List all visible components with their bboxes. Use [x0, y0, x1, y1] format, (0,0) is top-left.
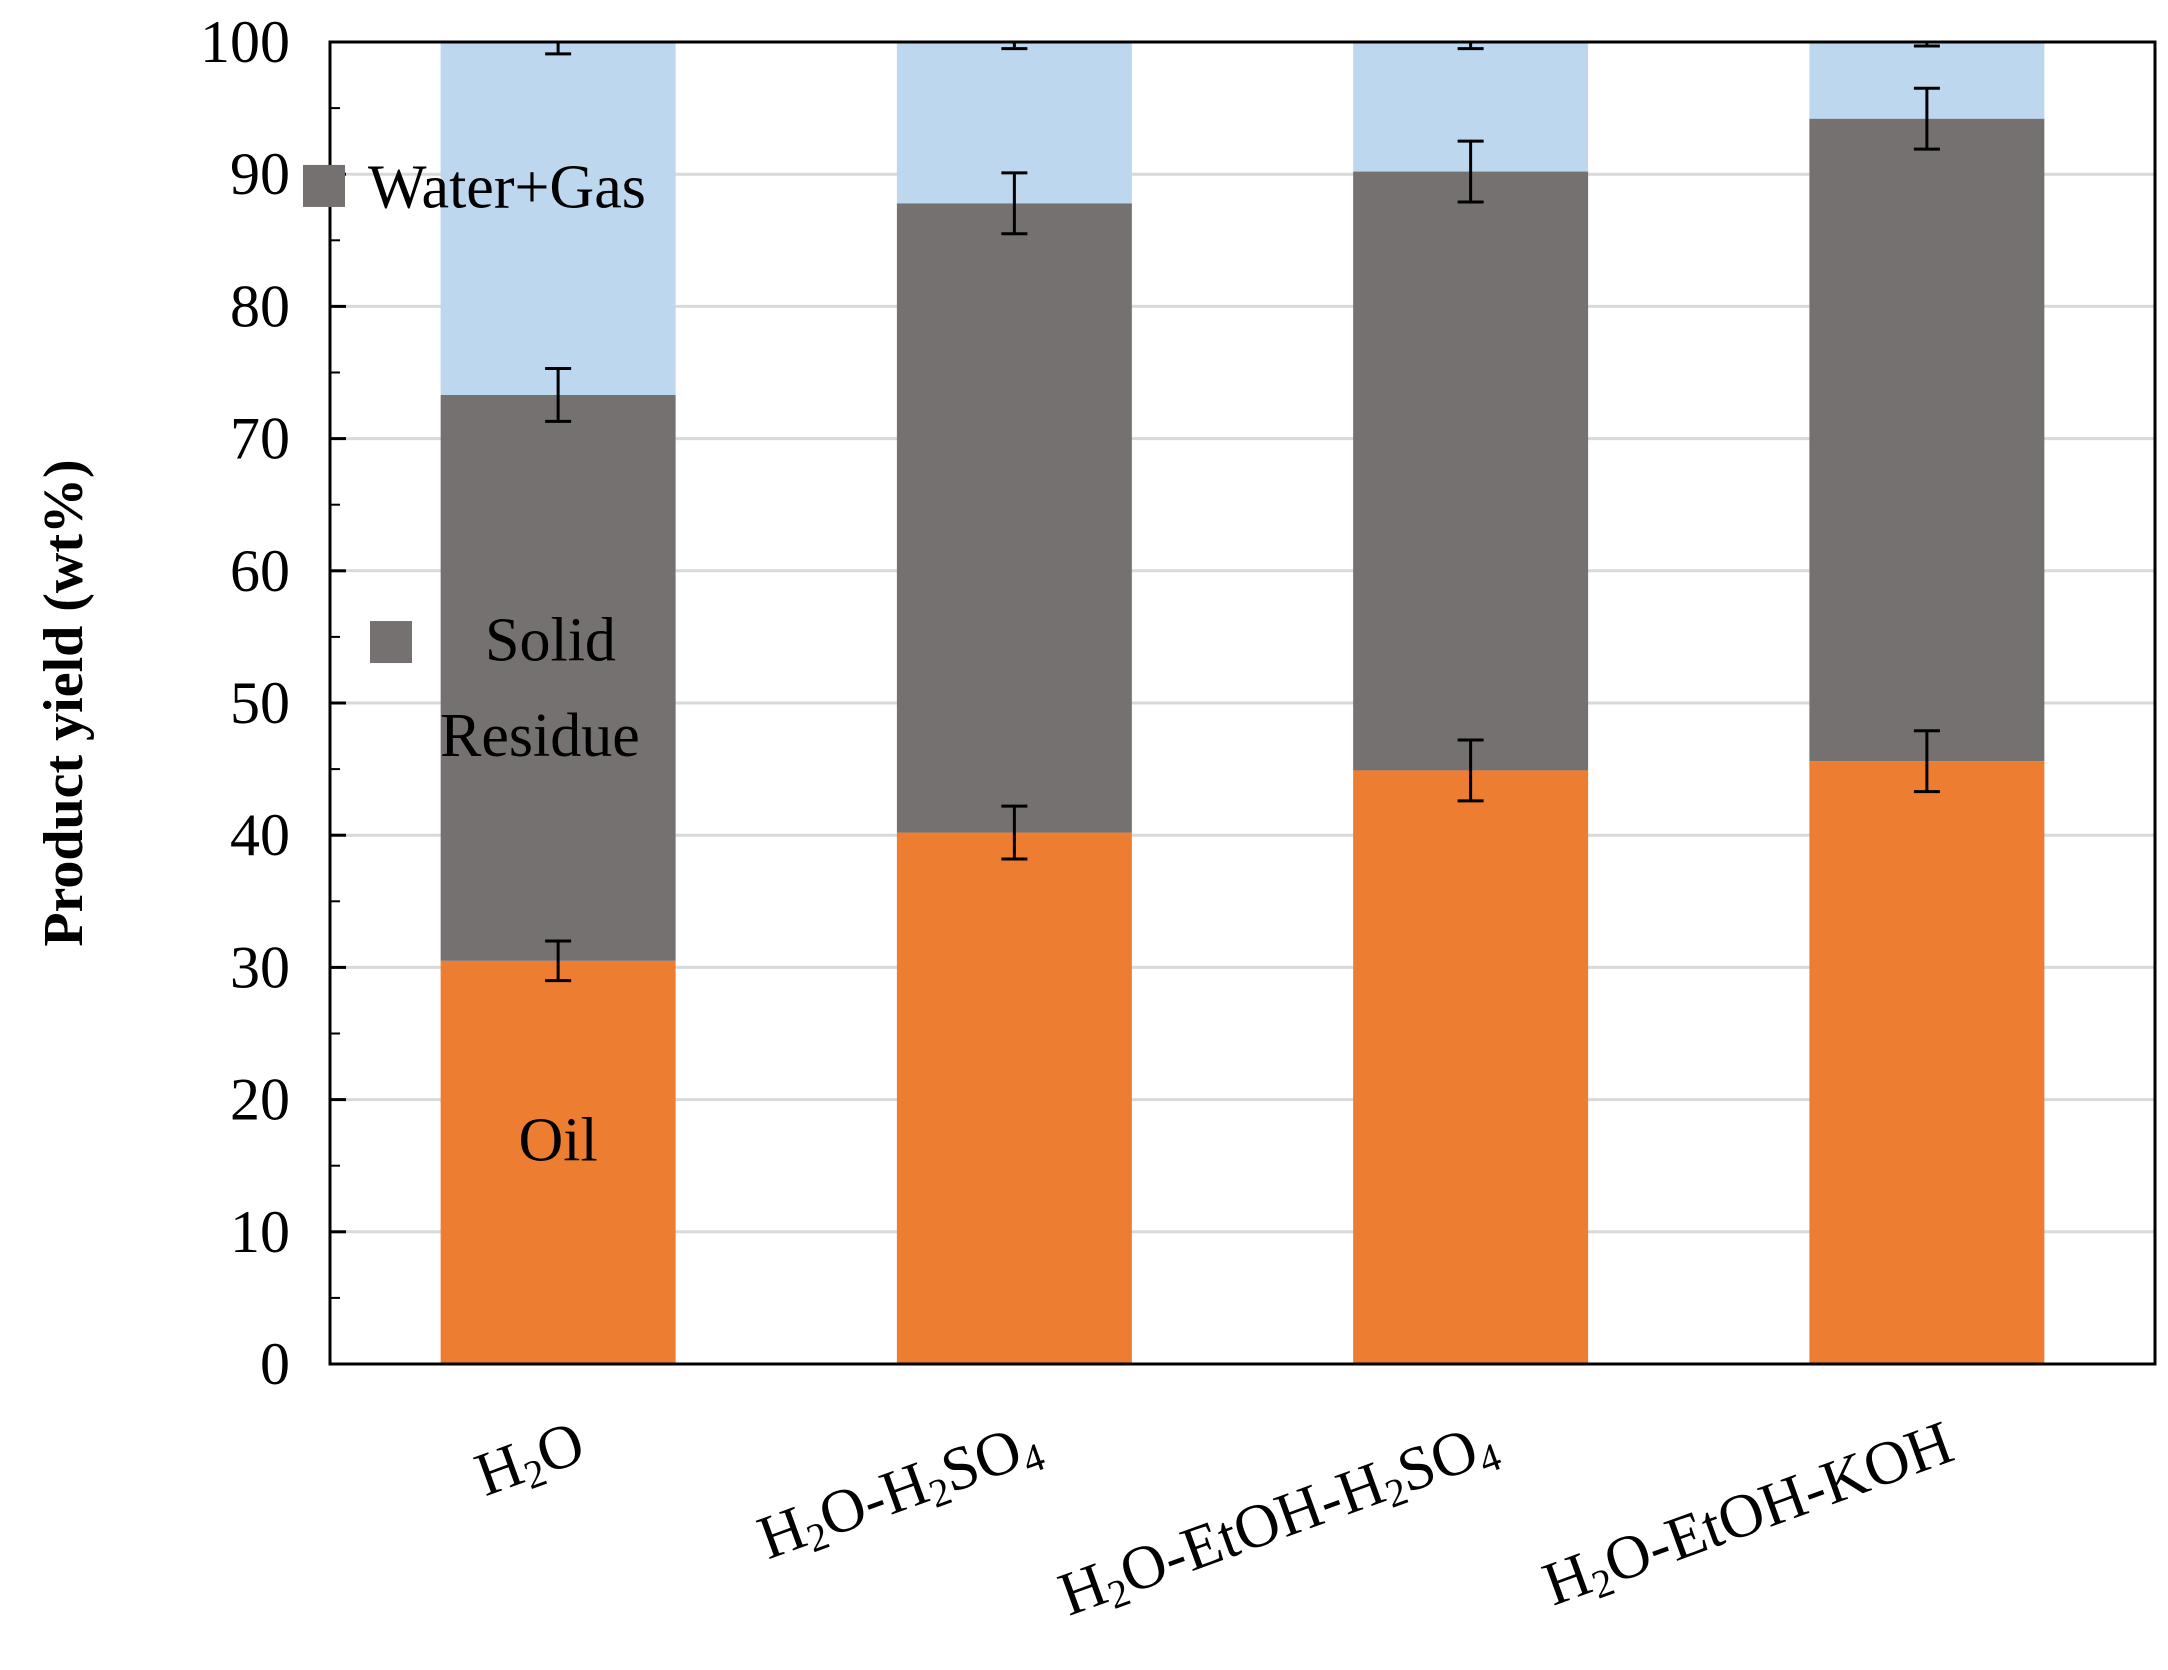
y-tick-label: 80 — [230, 273, 290, 339]
y-axis-title: Product yield (wt%) — [33, 459, 95, 946]
bar-segment-oil — [896, 832, 1132, 1364]
bar-segment-solid-residue — [440, 394, 676, 961]
bar-segment-solid-residue — [1353, 171, 1589, 771]
y-tick-label: 40 — [230, 802, 290, 868]
bars — [440, 42, 2045, 1364]
y-tick-label: 50 — [230, 670, 290, 736]
bar-segment-oil — [1353, 770, 1589, 1364]
x-tick-label: H2O — [467, 1408, 595, 1513]
y-axis: 0 10 20 30 40 50 60 70 80 90 100 — [200, 9, 346, 1397]
series-label-oil: Oil — [519, 1106, 598, 1174]
y-tick-label: 30 — [230, 934, 290, 1000]
y-tick-label: 90 — [230, 141, 290, 207]
x-tick-label: H2O-EtOH-H2SO4 — [1050, 1408, 1506, 1633]
y-tick-label: 70 — [230, 406, 290, 472]
bar-segment-oil — [440, 960, 676, 1364]
y-tick-label: 10 — [230, 1199, 290, 1265]
legend-swatch-solid-residue — [370, 621, 412, 664]
y-tick-label: 60 — [230, 538, 290, 604]
y-tick-label: 20 — [230, 1067, 290, 1133]
series-label-residue: Residue — [440, 702, 640, 770]
bar-segment-oil — [1809, 761, 2045, 1364]
x-tick-label: H2O-H2SO4 — [749, 1408, 1050, 1576]
bar-segment-water-gas — [440, 42, 676, 395]
error-bars — [545, 40, 1940, 983]
bar-segment-solid-residue — [1809, 118, 2045, 762]
series-label-water-gas: Water+Gas — [368, 153, 646, 221]
x-tick-label: H2O-EtOH-KOH — [1534, 1408, 1962, 1622]
y-tick-label: 0 — [260, 1331, 290, 1397]
y-tick-label: 100 — [200, 9, 290, 75]
series-labels: Oil Solid Residue Water+Gas — [303, 153, 646, 1174]
bar-segment-solid-residue — [896, 203, 1132, 833]
legend-swatch-water-gas — [303, 164, 345, 207]
series-label-solid: Solid — [485, 607, 616, 675]
